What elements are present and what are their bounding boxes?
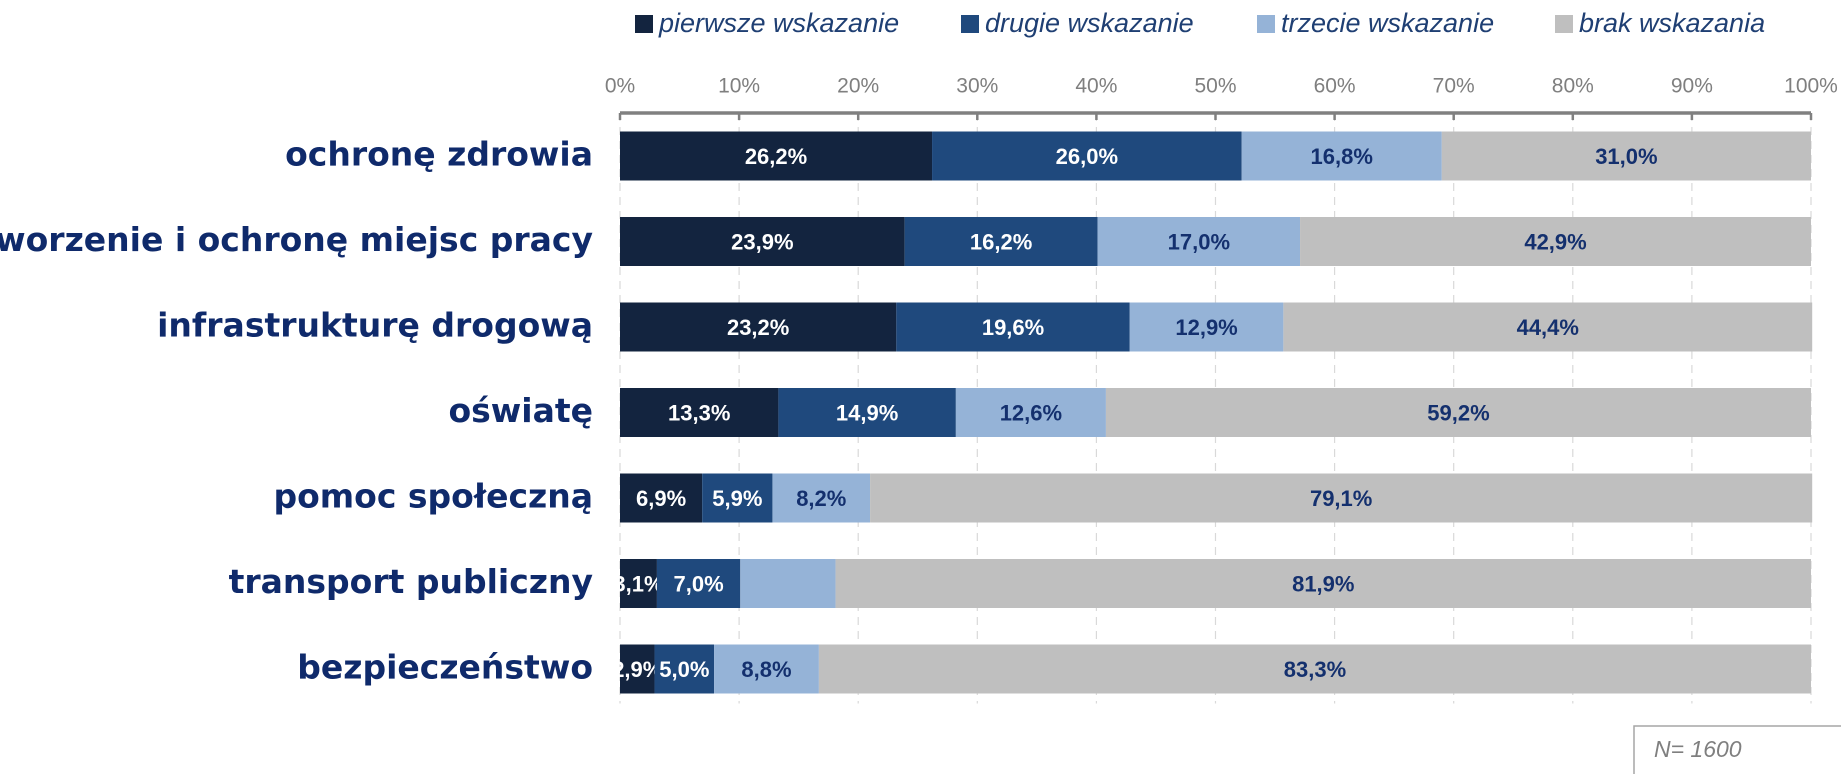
legend-label: trzecie wskazanie (1281, 8, 1494, 38)
bar-segment (1097, 217, 1301, 266)
value-label: 3,1% (613, 571, 663, 596)
value-label: 5,0% (659, 657, 709, 682)
category-label: infrastrukturę drogową (157, 306, 593, 345)
value-label: 12,6% (1000, 400, 1062, 425)
legend-swatch (961, 15, 979, 33)
x-tick-label: 10% (718, 75, 760, 98)
value-label: 83,3% (1284, 657, 1346, 682)
bar-segment (620, 131, 933, 181)
legend-label: brak wskazania (1579, 8, 1765, 38)
bar-segment (818, 644, 1811, 694)
value-label: 2,9% (612, 657, 662, 682)
value-label: 23,2% (727, 315, 789, 340)
x-tick-label: 20% (837, 75, 879, 98)
bar-segment (1441, 131, 1811, 181)
value-label: 19,6% (982, 315, 1044, 340)
value-label: 5,9% (712, 486, 762, 511)
value-label: 8,2% (796, 486, 846, 511)
bar-segment (955, 388, 1106, 437)
value-label: 16,8% (1311, 144, 1373, 169)
value-label: 42,9% (1524, 229, 1586, 254)
x-tick-label: 0% (605, 75, 635, 98)
note: N= 1600 (1654, 736, 1742, 762)
bar-segment (620, 302, 897, 352)
bar-segment (656, 559, 741, 608)
value-label: 26,0% (1056, 144, 1118, 169)
x-tick-label: 100% (1784, 75, 1838, 98)
x-tick-label: 70% (1433, 75, 1475, 98)
bar-segment (1241, 131, 1442, 181)
x-tick-label: 90% (1671, 75, 1713, 98)
bar-segment (620, 559, 657, 608)
legend-swatch (1257, 15, 1275, 33)
bar-segment (1129, 302, 1284, 352)
bar-segment (772, 473, 871, 523)
legend-label: pierwsze wskazanie (658, 8, 899, 38)
x-tick-label: 50% (1194, 75, 1236, 98)
bar-segment (620, 388, 779, 437)
value-label: 79,1% (1310, 486, 1372, 511)
bar-segment (932, 131, 1242, 181)
value-label: 6,9% (636, 486, 686, 511)
value-label: 17,0% (1168, 229, 1230, 254)
value-label: 8,8% (741, 657, 791, 682)
bar-segment (654, 644, 715, 694)
bar-segment (835, 559, 1811, 608)
category-label: ochronę zdrowia (285, 135, 593, 174)
value-label: 44,4% (1517, 315, 1579, 340)
bar-segment (1300, 217, 1811, 266)
legend-label: drugie wskazanie (985, 8, 1194, 38)
value-label: 23,9% (731, 229, 793, 254)
bar-segment (702, 473, 773, 523)
category-label: oświatę (448, 391, 593, 430)
bar-segment (1105, 388, 1811, 437)
category-label: tworzenie i ochronę miejsc pracy (0, 220, 593, 259)
value-label: 31,0% (1595, 144, 1657, 169)
value-label: 14,9% (836, 400, 898, 425)
x-tick-label: 60% (1314, 75, 1356, 98)
category-label: bezpieczeństwo (297, 648, 593, 687)
bar-segment (740, 559, 836, 608)
value-label: 16,2% (970, 229, 1032, 254)
bar-segment (1283, 302, 1813, 352)
bar-segment (904, 217, 1098, 266)
value-label: 12,9% (1175, 315, 1237, 340)
category-label: pomoc społeczną (274, 477, 594, 516)
legend-swatch (635, 15, 653, 33)
bar-segment (714, 644, 819, 694)
value-label: 81,9% (1292, 571, 1354, 596)
x-tick-label: 30% (956, 75, 998, 98)
bar-segment (870, 473, 1813, 523)
bar-segment (896, 302, 1130, 352)
x-tick-label: 40% (1075, 75, 1117, 98)
x-tick-label: 80% (1552, 75, 1594, 98)
value-label: 7,0% (674, 571, 724, 596)
category-label: transport publiczny (229, 562, 593, 601)
bar-segment (620, 217, 905, 266)
note-box (1633, 725, 1841, 774)
value-label: 26,2% (745, 144, 807, 169)
bar-segment (620, 473, 703, 523)
value-label: 13,3% (668, 400, 730, 425)
bar-segment (778, 388, 956, 437)
value-label: 59,2% (1427, 400, 1489, 425)
bar-segment (620, 644, 655, 694)
legend-swatch (1555, 15, 1573, 33)
